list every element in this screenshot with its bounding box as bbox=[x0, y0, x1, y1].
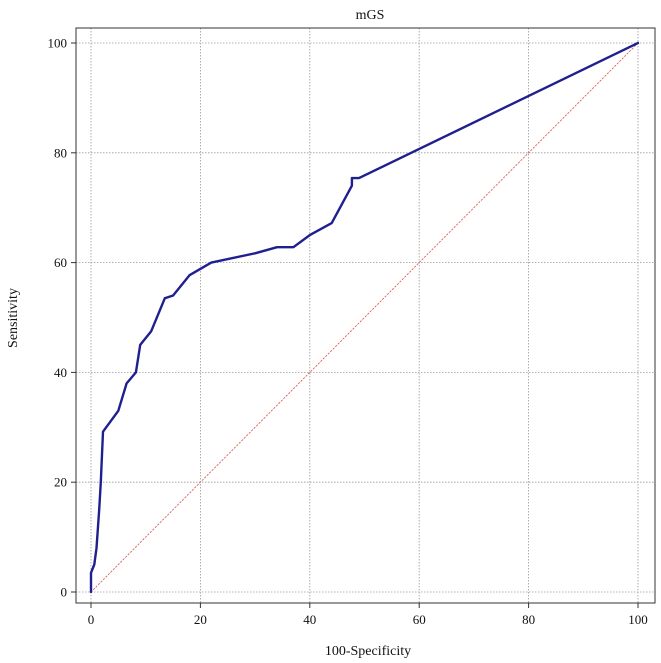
chart-title: mGS bbox=[356, 8, 385, 23]
roc-curve-line bbox=[89, 41, 640, 594]
plot-frame bbox=[75, 27, 656, 604]
y-tick-label: 40 bbox=[54, 365, 67, 380]
axis-ticks: 0 20 40 60 80 100 0 20 40 60 80 100 bbox=[48, 36, 648, 628]
x-tick-label: 60 bbox=[413, 612, 426, 627]
y-tick-label: 100 bbox=[48, 36, 68, 51]
grid-lines bbox=[76, 28, 655, 603]
x-axis-title: 100-Specificity bbox=[325, 644, 411, 659]
y-tick-label: 0 bbox=[61, 585, 68, 600]
x-tick-label: 0 bbox=[88, 612, 95, 627]
reference-diagonal-line bbox=[90, 42, 639, 593]
x-tick-label: 80 bbox=[522, 612, 535, 627]
x-tick-label: 100 bbox=[628, 612, 648, 627]
y-tick-label: 80 bbox=[54, 145, 67, 160]
y-tick-label: 20 bbox=[54, 475, 67, 490]
y-tick-label: 60 bbox=[54, 255, 67, 270]
x-tick-label: 20 bbox=[194, 612, 207, 627]
x-tick-label: 40 bbox=[303, 612, 316, 627]
y-axis-title: Sensitivity bbox=[6, 288, 21, 348]
series-layer bbox=[89, 41, 640, 594]
